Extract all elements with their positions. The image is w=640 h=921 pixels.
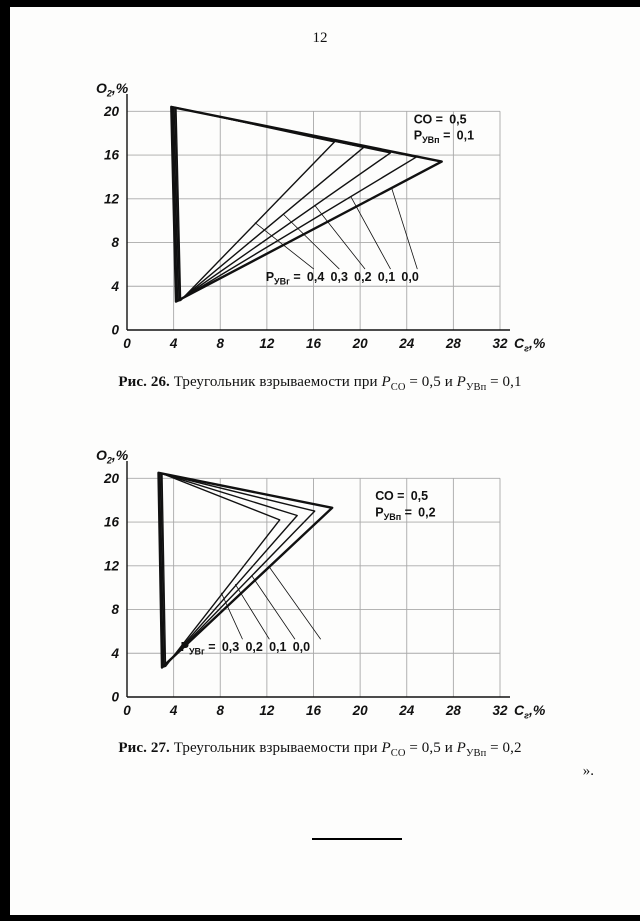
caption-26-end: = 0,1 [486, 374, 522, 390]
y-tick-label: 4 [110, 279, 119, 294]
caption-26-fig-label: Рис. 26. [118, 374, 170, 390]
x-tick-label: 8 [216, 703, 224, 718]
x-tick-label: 16 [306, 336, 322, 351]
chart-svg: 0 4 8 12 16 20 24 28 32 0 4 8 12 16 20 О2,% Сг,% СО = 0,5… [96, 80, 546, 354]
series-triangle-puvg-0-3 [161, 472, 281, 668]
caption-27-body: Треугольник взрываемости при [169, 740, 382, 756]
x-tick-label: 28 [445, 336, 462, 351]
y-tick-label: 20 [103, 471, 120, 486]
y-tick-label: 16 [104, 515, 120, 530]
series-triangle-puvg-0-1 [158, 472, 316, 668]
chart-annotation: РУВп = 0,1 [414, 129, 474, 146]
x-tick-label: 8 [216, 336, 224, 351]
caption-27-end: = 0,2 [486, 740, 522, 756]
series-leader-0-0 [268, 566, 321, 640]
chart-annotation: РУВг = 0,4 0,3 0,2 0,1 0,0 [266, 270, 419, 287]
x-tick-label: 20 [352, 703, 369, 718]
caption-27-sub-co-text: СО [390, 748, 406, 759]
y-tick-label: 8 [111, 602, 119, 617]
caption-27-sub-uvp: УВп [466, 748, 486, 759]
x-tick-label: 12 [259, 336, 275, 351]
x-axis-label: Сг,% [514, 702, 546, 721]
explosibility-chart-26: 0 4 8 12 16 20 24 28 32 0 4 8 12 16 20 О2,% Сг,% СО = 0,5… [85, 80, 555, 370]
series-leader-0-1 [251, 575, 296, 640]
scan-edge-top [0, 0, 640, 7]
chart-svg: 0 4 8 12 16 20 24 28 32 0 4 8 12 16 20 О2,% Сг,% СО = 0,5… [96, 447, 546, 721]
x-tick-label: 4 [169, 703, 178, 718]
caption-26-sub-uvp-text: УВп [465, 382, 487, 393]
y-tick-label: 4 [110, 646, 119, 661]
series-triangle-puvg-0-0 [157, 471, 334, 669]
caption-27-var-p2: Р [456, 740, 466, 756]
scan-edge-bottom [0, 915, 640, 921]
series-triangle-puvg-0-4 [175, 106, 336, 302]
caption-26-body: Треугольник взрываемости при [169, 374, 382, 390]
x-tick-label: 16 [306, 703, 322, 718]
y-tick-label: 0 [111, 323, 119, 338]
caption-27-sub-co: СО [391, 748, 406, 759]
y-tick-label: 12 [104, 558, 120, 573]
x-tick-label: 0 [123, 703, 131, 718]
caption-26-sub-co-text: СО [390, 382, 406, 393]
caption-27-var-p1: Р [381, 740, 391, 756]
caption-26-mid: = 0,5 и [405, 374, 457, 390]
y-tick-label: 12 [104, 191, 120, 206]
caption-27-sub-uvp-text: УВп [465, 748, 487, 759]
y-tick-label: 0 [111, 690, 119, 705]
x-tick-label: 28 [445, 703, 462, 718]
x-tick-label: 4 [169, 336, 178, 351]
y-axis-label: О2,% [96, 80, 129, 99]
closing-quote-mark: ». [582, 763, 594, 779]
x-axis-label: Сг,% [514, 335, 546, 354]
x-tick-label: 24 [398, 703, 415, 718]
figure-26-caption: Рис. 26. Треугольник взрываемости при РС… [0, 374, 640, 393]
explosibility-chart-27: 0 4 8 12 16 20 24 28 32 0 4 8 12 16 20 О2,% Сг,% СО = 0,5… [85, 447, 555, 737]
caption-26-var-p1: Р [381, 374, 391, 390]
footnote-rule [312, 838, 402, 840]
series-leader-0-2 [314, 204, 366, 270]
scan-edge-left [0, 0, 10, 921]
x-tick-label: 0 [123, 336, 131, 351]
chart-annotation: РУВп = 0,2 [375, 506, 435, 523]
figure-27-caption: Рис. 27. Треугольник взрываемости при РС… [0, 740, 640, 759]
y-tick-label: 20 [103, 104, 120, 119]
chart-annotation: РУВг = 0,3 0,2 0,1 0,0 [181, 640, 311, 657]
y-tick-label: 8 [111, 235, 119, 250]
x-tick-label: 24 [398, 336, 415, 351]
x-tick-label: 20 [352, 336, 369, 351]
series-leader-0-0 [391, 187, 418, 270]
series-leader-0-4 [254, 222, 314, 270]
caption-26-sub-uvp: УВп [466, 382, 486, 393]
caption-26-sub-co: СО [391, 382, 406, 393]
caption-27-fig-label: Рис. 27. [118, 740, 170, 756]
chart-annotation: СО = 0,5 [375, 489, 428, 503]
x-tick-label: 12 [259, 703, 275, 718]
series-leader-0-1 [350, 196, 391, 270]
caption-26-var-p2: Р [456, 374, 466, 390]
page-number: 12 [312, 30, 328, 46]
series-leader-0-2 [234, 583, 270, 640]
series-leader-0-3 [282, 213, 340, 270]
caption-27-mid: = 0,5 и [405, 740, 457, 756]
series-triangle-puvg-0-2 [160, 472, 298, 668]
x-tick-label: 32 [492, 703, 508, 718]
y-tick-label: 16 [104, 148, 120, 163]
series-leader-0-3 [220, 592, 243, 640]
y-axis-label: О2,% [96, 447, 129, 466]
x-tick-label: 32 [492, 336, 508, 351]
chart-annotation: СО = 0,5 [414, 112, 467, 126]
